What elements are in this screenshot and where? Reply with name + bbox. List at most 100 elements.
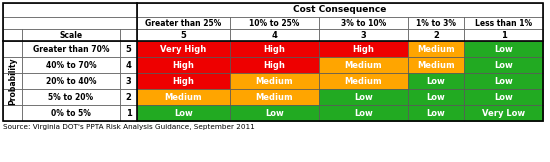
Text: Source: Virginia DOT's PPTA Risk Analysis Guidance, September 2011: Source: Virginia DOT's PPTA Risk Analysi…: [3, 124, 255, 130]
Text: Greater than 70%: Greater than 70%: [33, 45, 109, 53]
Bar: [319, 41, 408, 57]
Bar: [464, 89, 543, 105]
Bar: [137, 73, 230, 89]
Bar: [464, 57, 543, 73]
Text: Very High: Very High: [161, 45, 207, 53]
Text: Medium: Medium: [417, 60, 455, 69]
Bar: [22, 89, 120, 105]
Text: Less than 1%: Less than 1%: [475, 18, 532, 28]
Text: Low: Low: [354, 93, 373, 102]
Bar: [120, 57, 137, 73]
Text: Medium: Medium: [256, 93, 293, 102]
Bar: [230, 105, 319, 121]
Text: Low: Low: [265, 109, 284, 117]
Bar: [120, 105, 137, 121]
Bar: [3, 3, 137, 17]
Bar: [230, 89, 319, 105]
Text: Medium: Medium: [164, 93, 202, 102]
Bar: [3, 105, 22, 121]
Text: 2: 2: [433, 30, 439, 40]
Text: 4: 4: [125, 60, 131, 69]
Bar: [319, 73, 408, 89]
Text: High: High: [173, 60, 195, 69]
Text: Low: Low: [427, 93, 446, 102]
Bar: [22, 105, 120, 121]
Text: Medium: Medium: [345, 60, 382, 69]
Bar: [137, 89, 230, 105]
Text: 5% to 20%: 5% to 20%: [48, 93, 94, 102]
Text: 0% to 5%: 0% to 5%: [51, 109, 91, 117]
Text: 1: 1: [500, 30, 507, 40]
Bar: [22, 29, 120, 41]
Bar: [137, 105, 230, 121]
Text: Very Low: Very Low: [482, 109, 525, 117]
Bar: [120, 73, 137, 89]
Text: Low: Low: [174, 109, 193, 117]
Bar: [137, 57, 230, 73]
Text: Low: Low: [494, 93, 513, 102]
Bar: [319, 57, 408, 73]
Bar: [230, 17, 319, 29]
Text: Low: Low: [354, 109, 373, 117]
Bar: [408, 41, 464, 57]
Bar: [3, 73, 22, 89]
Bar: [22, 57, 120, 73]
Text: Low: Low: [494, 45, 513, 53]
Text: High: High: [263, 60, 285, 69]
Text: High: High: [173, 76, 195, 86]
Text: Low: Low: [427, 76, 446, 86]
Text: 5: 5: [180, 30, 186, 40]
Text: Medium: Medium: [345, 76, 382, 86]
Text: High: High: [263, 45, 285, 53]
Bar: [137, 29, 230, 41]
Bar: [3, 57, 22, 73]
Text: Cost Consequence: Cost Consequence: [293, 6, 387, 15]
Text: Low: Low: [427, 109, 446, 117]
Bar: [120, 41, 137, 57]
Bar: [408, 105, 464, 121]
Bar: [3, 29, 22, 41]
Bar: [408, 73, 464, 89]
Text: Probability: Probability: [8, 57, 17, 105]
Text: Low: Low: [494, 76, 513, 86]
Bar: [230, 73, 319, 89]
Text: 5: 5: [125, 45, 131, 53]
Bar: [230, 41, 319, 57]
Bar: [137, 41, 230, 57]
Text: 3% to 10%: 3% to 10%: [341, 18, 386, 28]
Text: 3: 3: [361, 30, 366, 40]
Bar: [464, 41, 543, 57]
Bar: [464, 73, 543, 89]
Text: 10% to 25%: 10% to 25%: [249, 18, 300, 28]
Bar: [3, 3, 543, 121]
Text: Medium: Medium: [256, 76, 293, 86]
Text: 4: 4: [272, 30, 277, 40]
Bar: [464, 17, 543, 29]
Bar: [408, 89, 464, 105]
Bar: [408, 29, 464, 41]
Text: 1: 1: [125, 109, 131, 117]
Bar: [120, 29, 137, 41]
Text: 3: 3: [125, 76, 131, 86]
Bar: [230, 57, 319, 73]
Text: 2: 2: [125, 93, 131, 102]
Text: Scale: Scale: [59, 30, 82, 40]
Text: 1% to 3%: 1% to 3%: [416, 18, 456, 28]
Bar: [464, 105, 543, 121]
Bar: [319, 89, 408, 105]
Bar: [3, 41, 22, 57]
Bar: [22, 41, 120, 57]
Bar: [464, 29, 543, 41]
Bar: [408, 57, 464, 73]
Bar: [408, 17, 464, 29]
Bar: [137, 17, 230, 29]
Bar: [120, 89, 137, 105]
Text: Medium: Medium: [417, 45, 455, 53]
Bar: [319, 17, 408, 29]
Text: 40% to 70%: 40% to 70%: [46, 60, 96, 69]
Bar: [3, 89, 22, 105]
Text: Low: Low: [494, 60, 513, 69]
Text: Greater than 25%: Greater than 25%: [145, 18, 222, 28]
Text: 20% to 40%: 20% to 40%: [46, 76, 96, 86]
Text: High: High: [353, 45, 375, 53]
